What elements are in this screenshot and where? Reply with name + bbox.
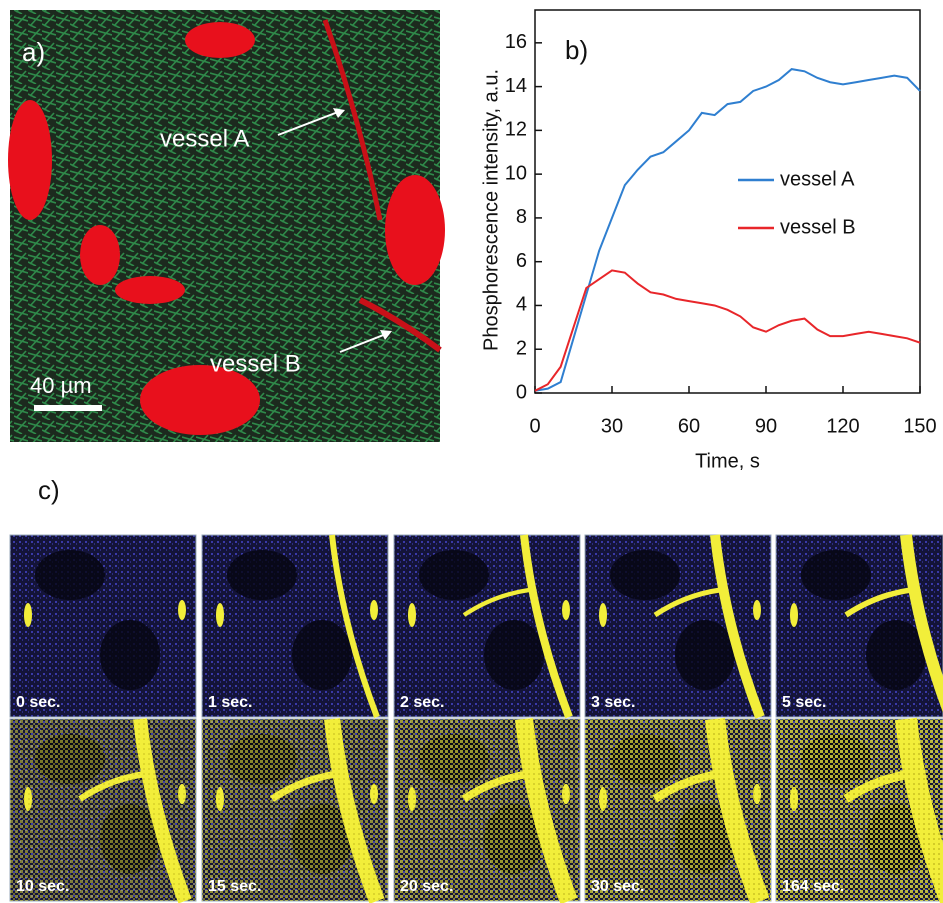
y-tick-label: 0 <box>516 381 527 403</box>
y-tick-label: 8 <box>516 206 527 228</box>
frame-image <box>585 535 771 717</box>
dark-cell <box>866 620 926 690</box>
frame-label: 1 sec. <box>208 694 252 711</box>
spot <box>562 600 570 620</box>
legend-label: vessel B <box>780 216 856 238</box>
frame-label: 30 sec. <box>591 878 644 895</box>
spot <box>24 603 32 627</box>
frame: 15 sec. <box>202 719 388 901</box>
x-tick-label: 0 <box>529 415 540 437</box>
frame-label: 164 sec. <box>782 878 844 895</box>
panel-label: a) <box>22 37 45 67</box>
fluorescence <box>202 719 388 901</box>
frame: 0 sec. <box>10 535 196 717</box>
spot <box>370 600 378 620</box>
fluorescence <box>776 719 943 901</box>
x-tick-label: 120 <box>826 415 859 437</box>
y-tick-label: 14 <box>505 75 527 97</box>
frame-label: 0 sec. <box>16 694 60 711</box>
legend-label: vessel A <box>780 168 855 190</box>
panel-a: a) vessel A vessel B 40 µm <box>8 10 445 442</box>
dark-cell <box>675 620 735 690</box>
frame-label: 2 sec. <box>400 694 444 711</box>
frame: 1 sec. <box>202 535 388 717</box>
x-axis-label: Time, s <box>695 450 760 472</box>
line <box>535 69 920 391</box>
spot <box>178 600 186 620</box>
y-tick-label: 6 <box>516 250 527 272</box>
fluorescence <box>394 719 580 901</box>
frame-image <box>202 535 388 717</box>
y-axis-label: Phosphorescence intensity, a.u. <box>480 69 502 351</box>
y-tick-label: 2 <box>516 338 527 360</box>
annotation: vessel A <box>160 125 249 152</box>
panel-label: b) <box>565 35 588 65</box>
spot <box>599 603 607 627</box>
annotation: vessel B <box>210 350 301 377</box>
y-tick-label: 4 <box>516 294 527 316</box>
x-tick-label: 60 <box>678 415 700 437</box>
frame: 164 sec. <box>776 719 943 901</box>
frame-label: 3 sec. <box>591 694 635 711</box>
dark-cell <box>610 550 680 600</box>
line <box>535 270 920 390</box>
spot <box>753 600 761 620</box>
y-tick-label: 10 <box>505 162 527 184</box>
dark-cell <box>35 550 105 600</box>
frame-image <box>10 535 196 717</box>
plot-frame <box>535 10 920 393</box>
dark-cell <box>801 550 871 600</box>
frame-label: 20 sec. <box>400 878 453 895</box>
figure: a) vessel A vessel B 40 µm c) 0 2 4 6 8 10 12 1… <box>0 0 943 903</box>
frame: 10 sec. <box>10 719 196 901</box>
fluorescence <box>10 719 196 901</box>
spot <box>790 603 798 627</box>
dark-cell <box>292 620 352 690</box>
scale-bar <box>34 405 102 411</box>
x-tick-label: 30 <box>601 415 623 437</box>
frame: 2 sec. <box>394 535 580 717</box>
x-tick-label: 150 <box>903 415 936 437</box>
frame: 3 sec. <box>585 535 771 717</box>
panel-label: c) <box>38 475 60 505</box>
scale-bar-label: 40 µm <box>30 373 92 398</box>
frame-label: 15 sec. <box>208 878 261 895</box>
frame-image <box>394 535 580 717</box>
dark-cell <box>227 550 297 600</box>
dark-cell <box>484 620 544 690</box>
y-tick-label: 16 <box>505 31 527 53</box>
frame-label: 10 sec. <box>16 878 69 895</box>
fluorescence <box>585 719 771 901</box>
frame-label: 5 sec. <box>782 694 826 711</box>
y-tick-label: 12 <box>505 119 527 141</box>
spot <box>408 603 416 627</box>
x-tick-label: 90 <box>755 415 777 437</box>
dark-cell <box>100 620 160 690</box>
spot <box>216 603 224 627</box>
frame: 5 sec. <box>776 535 943 717</box>
frame: 20 sec. <box>394 719 580 901</box>
frame: 30 sec. <box>585 719 771 901</box>
dark-cell <box>419 550 489 600</box>
